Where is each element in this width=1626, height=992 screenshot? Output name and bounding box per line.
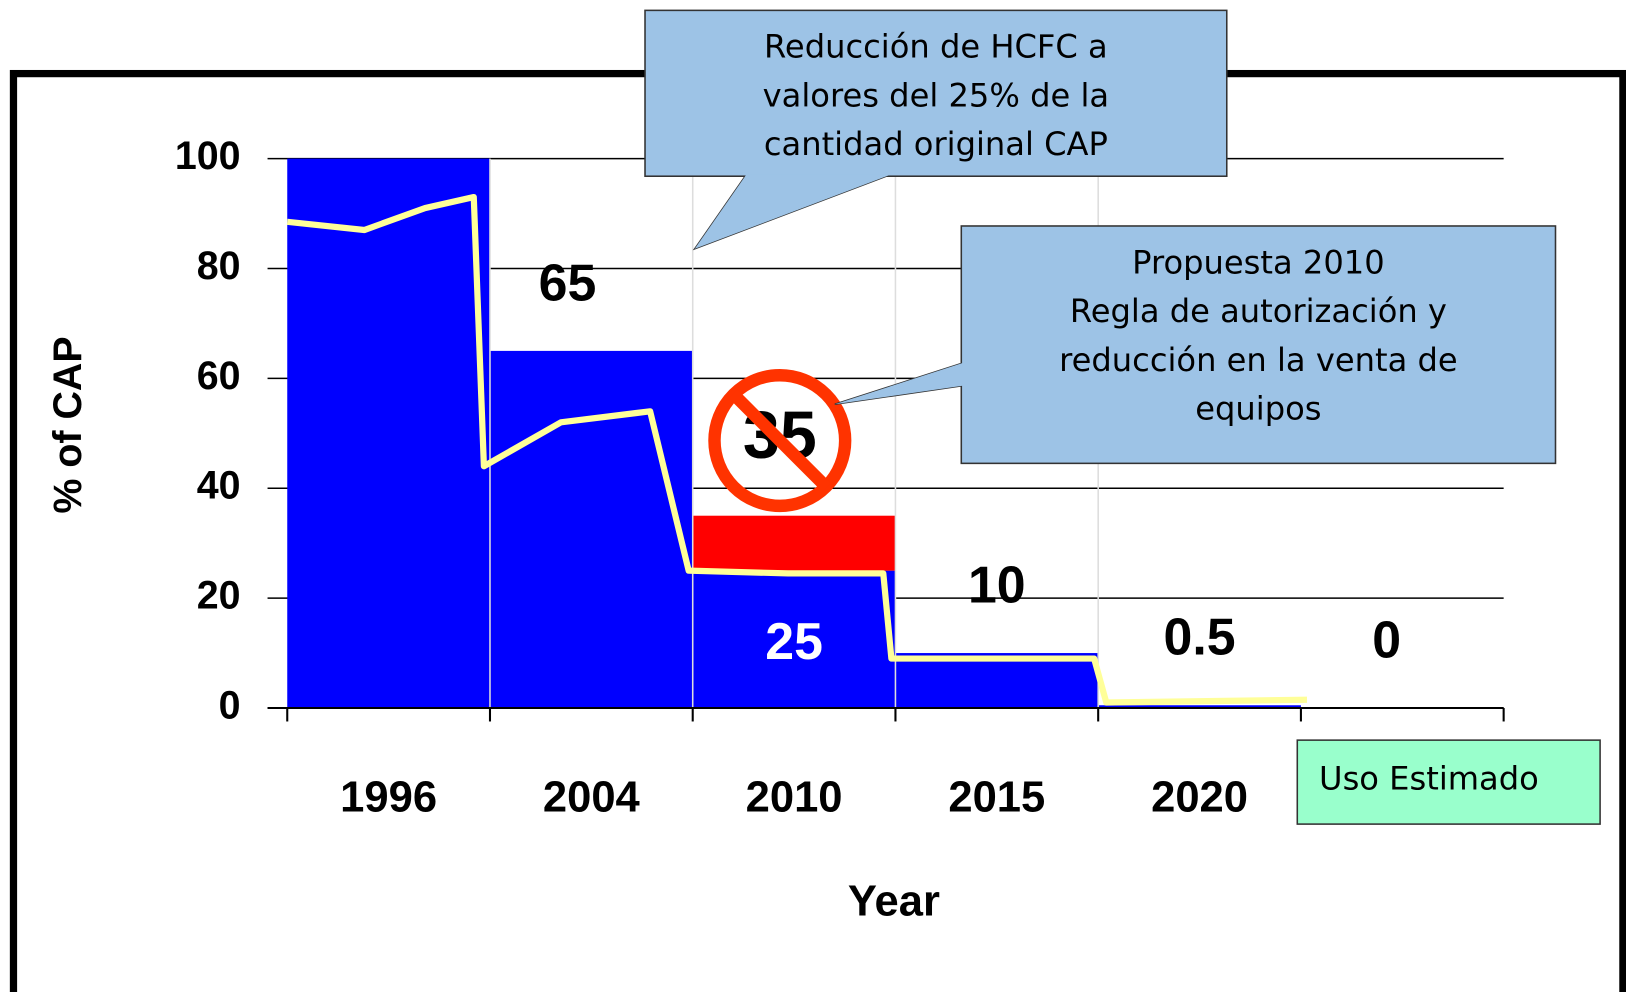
y-tick-label: 20 [197, 574, 241, 618]
x-tick-label: 2004 [543, 774, 640, 822]
data-label: 25 [765, 612, 823, 670]
callout-1-text: Reducción de HCFC a [764, 28, 1108, 66]
legend-label: Uso Estimado [1319, 760, 1539, 798]
x-tick-label: 2020 [1151, 774, 1248, 822]
bar [1098, 705, 1301, 708]
x-tick-label: 2010 [746, 774, 843, 822]
y-tick-label: 0 [219, 683, 241, 727]
bar [287, 158, 490, 708]
x-tick-label: 2015 [948, 774, 1045, 822]
legend-box [1296, 739, 1601, 825]
y-tick-label: 60 [197, 354, 241, 398]
callout-2-text: equipos [1195, 389, 1321, 427]
callout-1-text: cantidad original CAP [764, 125, 1108, 163]
y-tick-label: 40 [197, 464, 241, 508]
callout-2-text: reducción en la venta de [1059, 341, 1458, 379]
data-label: 0.5 [1164, 608, 1236, 666]
bar [895, 653, 1099, 708]
prohibited-circle [708, 369, 852, 513]
prohibited-slash [728, 389, 831, 492]
data-label: 65 [539, 253, 597, 311]
y-tick-label: 100 [175, 134, 241, 178]
callout-2-pointer-fill [834, 362, 964, 405]
callout-1-box [644, 9, 1228, 177]
bar [692, 570, 896, 708]
data-label: 0 [1372, 610, 1401, 668]
bar [489, 350, 693, 708]
callout-1-text: valores del 25% de la [763, 76, 1109, 114]
y-axis-label: % of CAP [46, 336, 90, 513]
estimated-use-line [286, 193, 1308, 706]
y-tick-label: 80 [197, 244, 241, 288]
callout-1-pointer-fill [694, 174, 892, 249]
callout-2-box [960, 225, 1557, 465]
callout-2-text: Propuesta 2010 [1132, 243, 1385, 281]
chart-root: 0 20 40 60 80 100 65 25 10 0.5 0 1996 2004 2010 2015 20… [9, 9, 1626, 992]
data-label: 10 [968, 555, 1026, 613]
bar [692, 515, 896, 571]
x-tick-label: 1996 [340, 774, 437, 822]
callout-2-text: Regla de autorización y [1070, 292, 1447, 330]
x-axis-label: Year [848, 877, 940, 925]
